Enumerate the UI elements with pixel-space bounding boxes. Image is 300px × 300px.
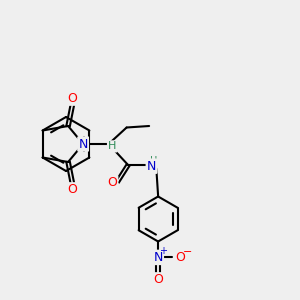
Text: N: N <box>78 137 88 151</box>
Text: −: − <box>182 247 192 257</box>
Text: O: O <box>175 251 185 264</box>
Text: H: H <box>108 141 116 152</box>
Text: O: O <box>68 183 78 196</box>
Text: O: O <box>153 273 163 286</box>
Text: N: N <box>147 160 156 173</box>
Text: +: + <box>160 246 167 256</box>
Text: N: N <box>153 251 163 264</box>
Text: O: O <box>107 176 117 190</box>
Text: O: O <box>68 92 78 105</box>
Text: H: H <box>150 156 157 167</box>
